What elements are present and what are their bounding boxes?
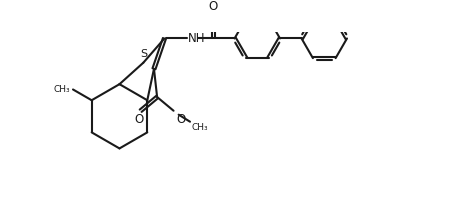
Text: CH₃: CH₃ [54,85,70,94]
Text: O: O [135,113,144,127]
Text: O: O [209,0,218,13]
Text: S: S [140,49,147,59]
Text: CH₃: CH₃ [191,123,208,132]
Text: NH: NH [188,32,206,45]
Text: O: O [176,113,185,126]
